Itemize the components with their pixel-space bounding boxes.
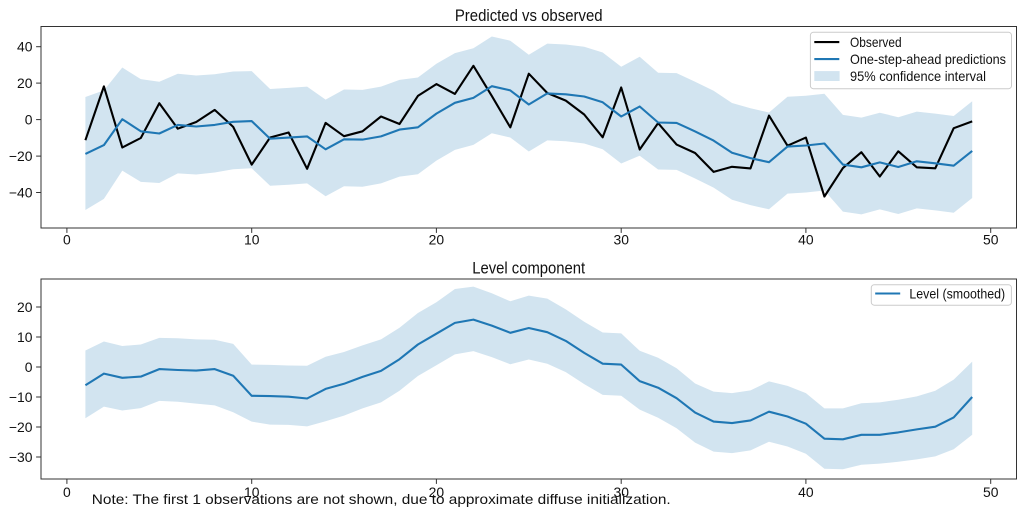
svg-text:Observed: Observed	[850, 34, 902, 50]
svg-text:One-step-ahead predictions: One-step-ahead predictions	[850, 51, 1006, 67]
svg-text:0: 0	[63, 232, 71, 248]
svg-text:Predicted vs observed: Predicted vs observed	[455, 6, 603, 25]
svg-text:30: 30	[613, 484, 629, 500]
svg-text:Level (smoothed): Level (smoothed)	[909, 285, 1005, 301]
svg-text:40: 40	[798, 484, 814, 500]
svg-text:50: 50	[983, 232, 999, 248]
svg-text:−40: −40	[9, 184, 33, 200]
svg-text:Level component: Level component	[472, 259, 585, 278]
svg-text:−10: −10	[9, 389, 33, 405]
svg-text:20: 20	[17, 299, 33, 315]
svg-text:95% confidence interval: 95% confidence interval	[850, 68, 986, 84]
svg-text:20: 20	[17, 75, 33, 91]
svg-text:40: 40	[798, 232, 814, 248]
svg-text:50: 50	[983, 484, 999, 500]
svg-text:10: 10	[244, 484, 260, 500]
svg-text:10: 10	[244, 232, 260, 248]
svg-text:10: 10	[17, 329, 33, 345]
svg-text:30: 30	[613, 232, 629, 248]
svg-text:0: 0	[63, 484, 71, 500]
svg-text:40: 40	[17, 39, 33, 55]
svg-text:20: 20	[429, 232, 445, 248]
svg-text:20: 20	[429, 484, 445, 500]
svg-text:−20: −20	[9, 419, 33, 435]
svg-text:−30: −30	[9, 449, 33, 465]
svg-text:Note: The first 1 observations: Note: The first 1 observations are not s…	[92, 491, 671, 507]
svg-text:0: 0	[25, 112, 33, 128]
svg-text:0: 0	[25, 359, 33, 375]
svg-text:−20: −20	[9, 148, 33, 164]
